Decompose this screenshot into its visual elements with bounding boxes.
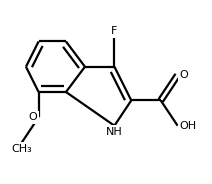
Text: NH: NH <box>106 127 123 137</box>
Text: OH: OH <box>179 121 196 131</box>
Text: O: O <box>179 70 188 80</box>
Text: F: F <box>111 26 118 36</box>
Text: CH₃: CH₃ <box>11 144 32 154</box>
Text: O: O <box>29 112 38 122</box>
